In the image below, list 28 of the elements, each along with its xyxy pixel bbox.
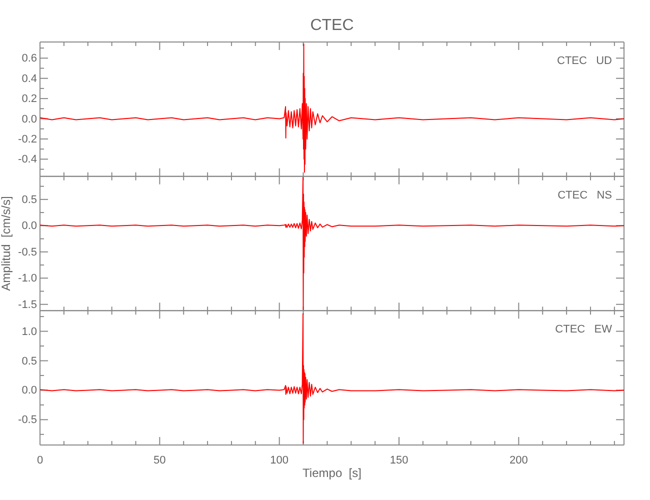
y-tick-label: 0.5 <box>22 355 37 368</box>
y-axis-title: Amplitud [cm/s/s] <box>0 196 13 291</box>
x-axis-title: Tiempo [s] <box>302 466 362 480</box>
text: CTEC NS <box>558 189 612 202</box>
text: CTEC EW <box>555 324 613 336</box>
y-tick-label: -1.0 <box>18 272 37 285</box>
y-tick-label: -1.5 <box>18 298 37 311</box>
y-tick-label: 1.0 <box>22 326 37 338</box>
x-tick-label: 0 <box>36 454 44 466</box>
y-tick-label: 0.4 <box>22 72 37 85</box>
y-tick-label: -0.2 <box>18 133 37 146</box>
y-tick-label: -0.4 <box>18 154 37 166</box>
y-tick-label: -0.5 <box>18 414 37 426</box>
y-tick-label: 0.6 <box>22 52 37 65</box>
chart-title: CTEC <box>310 17 354 34</box>
line-series <box>40 44 624 173</box>
y-tick-label: 0.0 <box>22 384 37 397</box>
x-tick-label: 100 <box>270 454 289 466</box>
y-tick-label: 0.5 <box>22 194 37 206</box>
y-tick-label: 0.2 <box>22 93 37 106</box>
x-tick-label: 50 <box>154 454 166 466</box>
x-tick-label: 200 <box>510 454 528 466</box>
text: CTEC UD <box>557 55 612 67</box>
y-tick-label: 0.0 <box>22 113 37 126</box>
line-series <box>40 313 624 444</box>
y-tick-label: -0.5 <box>18 246 37 258</box>
y-tick-label: 0.0 <box>22 220 37 232</box>
x-tick-label: 150 <box>390 454 408 466</box>
